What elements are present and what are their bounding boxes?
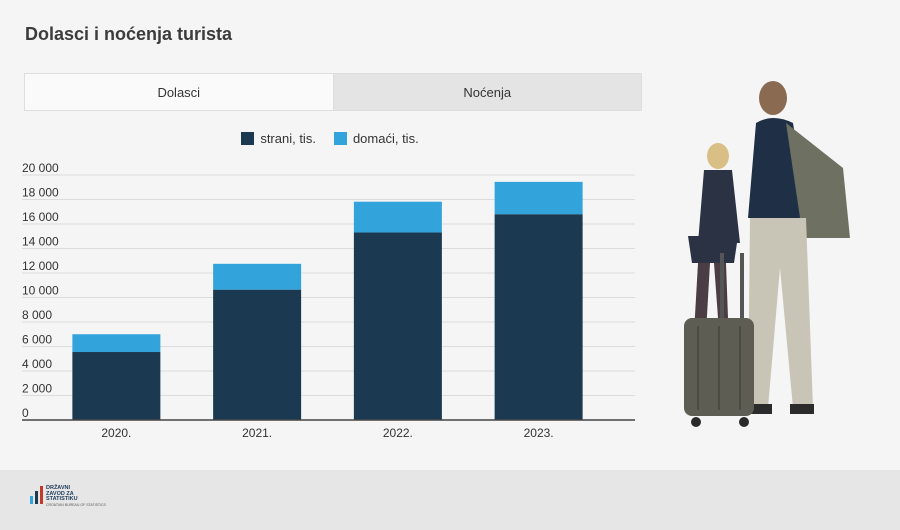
legend-label-domaci: domaći, tis. bbox=[352, 131, 419, 146]
tab-bar: Dolasci Noćenja bbox=[24, 73, 642, 111]
y-tick-label: 18 000 bbox=[22, 186, 59, 200]
legend-item-domaci[interactable]: domaći, tis. bbox=[333, 131, 419, 146]
y-tick-label: 12 000 bbox=[22, 259, 59, 273]
tab-nocenja[interactable]: Noćenja bbox=[463, 84, 512, 100]
y-tick-label: 10 000 bbox=[22, 284, 59, 298]
x-tick-label: 2021. bbox=[242, 426, 272, 440]
travelers-photo bbox=[684, 81, 850, 427]
y-tick-label: 2 000 bbox=[22, 382, 52, 396]
legend-swatch-strani bbox=[241, 132, 255, 145]
chart-legend: strani, tis. domaći, tis. bbox=[0, 131, 660, 146]
x-tick-label: 2023. bbox=[524, 426, 554, 440]
y-tick-label: 0 bbox=[22, 406, 29, 420]
legend-item-strani[interactable]: strani, tis. bbox=[241, 131, 316, 146]
legend-swatch-domaci bbox=[333, 132, 347, 145]
y-tick-label: 20 000 bbox=[22, 161, 59, 175]
bar-strani bbox=[213, 289, 302, 420]
logo-text: DRŽAVNI ZAVOD ZA STATISTIKU CROATIAN BUR… bbox=[46, 485, 106, 507]
y-tick-label: 6 000 bbox=[22, 333, 52, 347]
y-tick-label: 16 000 bbox=[22, 210, 59, 224]
dzs-logo: DRŽAVNI ZAVOD ZA STATISTIKU CROATIAN BUR… bbox=[30, 485, 106, 507]
legend-label-strani: strani, tis. bbox=[260, 131, 316, 146]
bar-strani bbox=[72, 352, 161, 420]
bar-strani bbox=[353, 232, 442, 420]
x-tick-label: 2022. bbox=[383, 426, 413, 440]
y-tick-label: 8 000 bbox=[22, 308, 52, 322]
y-tick-label: 14 000 bbox=[22, 235, 59, 249]
bar-domaci bbox=[494, 181, 583, 215]
bar-strani bbox=[494, 214, 583, 420]
logo-bars-icon bbox=[30, 486, 43, 504]
stacked-bar-chart: 0 2 000 4 000 6 000 8 000 10 000 12 000 14 000 1… bbox=[22, 161, 635, 440]
tab-dolasci[interactable]: Dolasci bbox=[25, 74, 334, 110]
x-tick-label: 2020. bbox=[101, 426, 131, 440]
y-tick-label: 4 000 bbox=[22, 357, 52, 371]
footer bbox=[0, 470, 900, 530]
bar-domaci bbox=[72, 334, 161, 353]
bar-domaci bbox=[353, 201, 442, 233]
bar-domaci bbox=[213, 263, 302, 290]
page-title: Dolasci i noćenja turista bbox=[25, 24, 233, 44]
